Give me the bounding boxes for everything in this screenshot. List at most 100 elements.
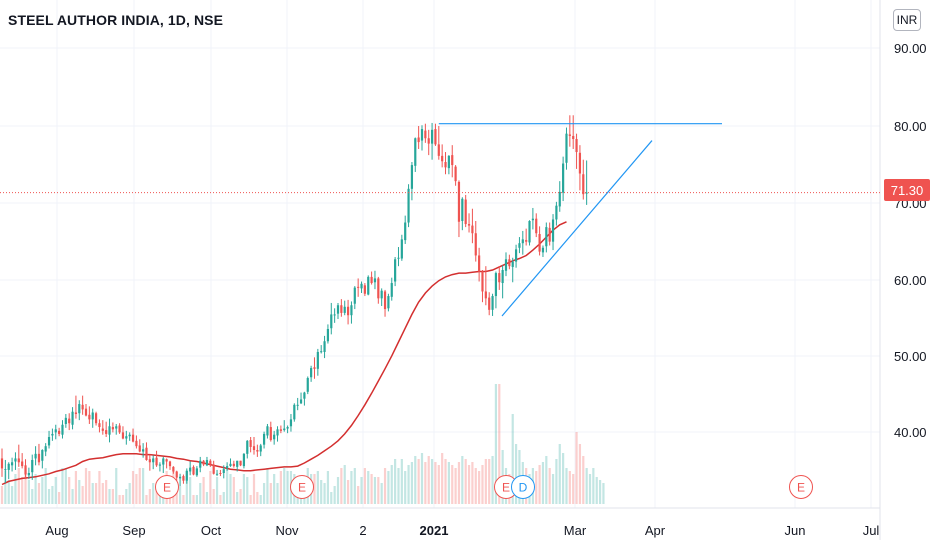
volume-bar bbox=[333, 486, 336, 504]
candle-body bbox=[464, 199, 467, 225]
volume-bar bbox=[279, 471, 282, 504]
candle bbox=[360, 281, 363, 293]
candle-body bbox=[131, 434, 135, 442]
candle-body bbox=[555, 205, 558, 220]
volume-bar bbox=[514, 444, 518, 504]
candle-body bbox=[111, 427, 114, 430]
candle-body bbox=[242, 453, 246, 467]
volume-bar bbox=[602, 483, 605, 504]
volume-bar bbox=[572, 474, 575, 504]
candle bbox=[447, 155, 450, 175]
volume-bar bbox=[64, 468, 67, 504]
volume-bar bbox=[91, 483, 94, 504]
volume-bar bbox=[148, 489, 151, 504]
candle-body bbox=[61, 424, 64, 435]
volume-bar bbox=[407, 465, 410, 504]
volume-bar bbox=[71, 489, 74, 504]
candle-body bbox=[172, 466, 175, 472]
volume-bar bbox=[41, 477, 44, 504]
volume-bar bbox=[357, 486, 360, 504]
candle-body bbox=[74, 412, 78, 415]
candle-body bbox=[400, 239, 403, 259]
volume-bar bbox=[360, 477, 363, 504]
candle bbox=[115, 423, 118, 435]
candle-body bbox=[252, 446, 256, 451]
volume-bar bbox=[313, 474, 316, 504]
volume-bar bbox=[588, 474, 592, 504]
candle-body bbox=[514, 249, 518, 262]
candle bbox=[538, 226, 541, 256]
candle-body bbox=[175, 471, 178, 478]
candle-body bbox=[229, 463, 232, 467]
candle bbox=[578, 145, 582, 191]
candle bbox=[51, 428, 54, 441]
candle bbox=[118, 423, 121, 434]
candle bbox=[310, 365, 313, 382]
earnings-marker[interactable]: E bbox=[290, 475, 314, 499]
volume-bar bbox=[0, 486, 4, 504]
candle bbox=[430, 122, 434, 160]
volume-bar bbox=[481, 465, 484, 504]
candle bbox=[498, 266, 501, 290]
candle-body bbox=[420, 129, 424, 141]
candle-body bbox=[105, 430, 108, 434]
candle-body bbox=[444, 162, 447, 168]
candle-body bbox=[336, 305, 340, 314]
volume-bar bbox=[61, 468, 64, 504]
candle-body bbox=[239, 460, 242, 466]
volume-bar bbox=[249, 495, 252, 504]
candle-body bbox=[185, 470, 188, 481]
candle-body bbox=[494, 273, 498, 297]
candle bbox=[531, 207, 534, 230]
candle-body bbox=[259, 445, 262, 452]
volume-bar bbox=[541, 462, 545, 504]
candle-body bbox=[424, 130, 427, 139]
candle bbox=[313, 357, 316, 379]
candle-body bbox=[7, 463, 10, 470]
candle bbox=[320, 345, 323, 354]
candle-body bbox=[441, 155, 444, 162]
volume-bar bbox=[232, 477, 235, 504]
volume-bar bbox=[380, 483, 383, 504]
volume-bar bbox=[202, 477, 205, 504]
volume-bar bbox=[551, 474, 555, 504]
candle bbox=[239, 460, 242, 467]
volume-bar bbox=[199, 483, 202, 504]
candle-body bbox=[323, 341, 326, 352]
candle bbox=[175, 470, 178, 481]
candle-body bbox=[330, 314, 333, 329]
candle-body bbox=[101, 428, 104, 431]
volume-bar bbox=[135, 474, 138, 504]
volume-bar bbox=[266, 468, 269, 504]
candle bbox=[131, 428, 135, 443]
candle-body bbox=[215, 473, 219, 475]
candle bbox=[514, 244, 518, 268]
candle bbox=[340, 299, 343, 317]
candle bbox=[535, 213, 538, 238]
candle bbox=[501, 265, 504, 299]
candle-body bbox=[78, 404, 81, 414]
volume-bar bbox=[128, 483, 131, 504]
candle bbox=[249, 436, 252, 453]
marker-label: E bbox=[163, 481, 171, 495]
earnings-marker[interactable]: E bbox=[155, 475, 179, 499]
candle bbox=[242, 453, 246, 469]
candle-body bbox=[41, 450, 44, 461]
volume-bar bbox=[538, 465, 541, 504]
volume-bar bbox=[585, 468, 588, 504]
dividend-marker[interactable]: D bbox=[511, 475, 535, 499]
candle-body bbox=[427, 138, 430, 144]
candle-body bbox=[84, 408, 88, 416]
volume-bar bbox=[286, 471, 289, 504]
currency-button[interactable]: INR bbox=[893, 9, 921, 31]
candle-body bbox=[353, 287, 356, 304]
candle-body bbox=[262, 433, 266, 445]
candle bbox=[98, 419, 101, 433]
candle bbox=[444, 152, 447, 175]
candle bbox=[585, 160, 588, 205]
candle-body bbox=[58, 430, 61, 434]
x-tick-label: Aug bbox=[45, 523, 68, 538]
candle-body bbox=[531, 218, 534, 221]
earnings-marker[interactable]: E bbox=[789, 475, 813, 499]
